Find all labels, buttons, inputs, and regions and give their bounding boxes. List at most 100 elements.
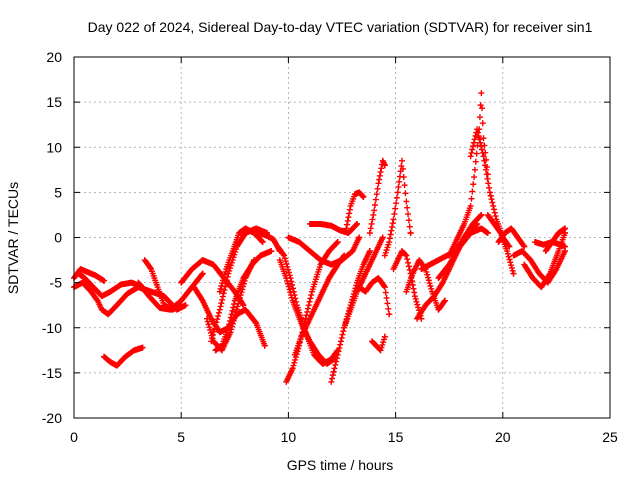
data-point <box>478 146 485 153</box>
data-point <box>282 258 289 265</box>
data-point <box>372 196 379 203</box>
data-point <box>393 200 400 207</box>
data-point <box>215 309 222 316</box>
data-point <box>356 234 363 241</box>
data-point <box>405 211 412 218</box>
data-point <box>488 196 495 203</box>
y-tick-label: 15 <box>46 94 62 110</box>
data-point <box>490 206 497 213</box>
x-tick-label: 20 <box>495 429 511 445</box>
data-point <box>280 251 287 258</box>
y-tick-labels: -20 -15 -10 -5 0 5 10 15 20 <box>42 49 62 426</box>
data-point <box>386 235 393 242</box>
data-point <box>147 264 154 271</box>
data-point <box>287 289 294 296</box>
data-point <box>387 231 394 238</box>
data-point <box>441 298 448 305</box>
data-point <box>426 280 433 287</box>
series-arc-20 <box>328 248 373 385</box>
series-arc-37 <box>521 229 568 291</box>
data-point <box>399 157 406 164</box>
data-point <box>376 172 383 179</box>
data-point <box>233 306 240 313</box>
data-point <box>210 328 217 335</box>
data-point <box>479 149 486 156</box>
data-point <box>508 264 515 271</box>
data-point <box>479 105 486 112</box>
data-point <box>486 184 493 191</box>
data-point <box>331 365 338 372</box>
data-point <box>306 298 313 305</box>
data-point <box>283 261 290 268</box>
data-point <box>214 316 221 323</box>
series-arc-3 <box>75 270 146 300</box>
data-point <box>471 166 478 173</box>
data-point <box>285 269 292 276</box>
data-point <box>367 225 374 232</box>
data-point <box>139 344 146 351</box>
series-arc-24 <box>356 275 393 318</box>
data-point <box>380 339 387 346</box>
series-arc-22 <box>343 189 367 232</box>
data-point <box>469 188 476 195</box>
data-point <box>484 229 491 236</box>
data-point <box>366 248 373 255</box>
data-point <box>221 271 228 278</box>
data-point <box>474 126 481 133</box>
data-point <box>344 217 351 224</box>
y-tick-label: -10 <box>42 320 62 336</box>
data-point <box>285 283 292 290</box>
data-point <box>425 274 432 281</box>
data-point <box>414 301 421 308</box>
data-point <box>336 345 343 352</box>
data-point <box>381 283 388 290</box>
series-arc-19 <box>306 220 361 236</box>
data-point <box>496 228 503 235</box>
data-point <box>505 242 512 249</box>
data-point <box>384 244 391 251</box>
data-point <box>508 262 515 269</box>
data-point <box>492 213 499 220</box>
data-point <box>354 220 361 227</box>
data-point <box>284 263 291 270</box>
data-point <box>211 325 218 332</box>
series-arc-25 <box>369 333 388 354</box>
data-point <box>334 351 341 358</box>
data-point <box>510 270 517 277</box>
x-tick-label: 5 <box>177 429 185 445</box>
data-point <box>470 139 477 146</box>
data-point <box>230 301 237 308</box>
data-point <box>216 306 223 313</box>
data-point <box>400 174 407 181</box>
data-point <box>489 199 496 206</box>
data-point <box>407 229 414 236</box>
series-arc-12 <box>216 225 266 295</box>
data-point <box>477 212 484 219</box>
data-point <box>390 216 397 223</box>
data-point <box>205 321 212 328</box>
data-point <box>379 341 386 348</box>
data-point <box>479 120 486 127</box>
data-point <box>478 143 485 150</box>
data-point <box>382 249 389 256</box>
data-point <box>289 365 296 372</box>
data-point <box>213 319 220 326</box>
data-point <box>381 252 388 259</box>
y-tick-label: 20 <box>46 49 62 65</box>
data-point <box>490 202 497 209</box>
data-point <box>239 286 246 293</box>
x-tick-label: 15 <box>388 429 404 445</box>
data-point <box>204 318 211 325</box>
data-point <box>284 280 291 287</box>
data-point <box>209 335 216 342</box>
y-tick-label: 10 <box>46 139 62 155</box>
data-point <box>379 234 386 241</box>
chart-title: Day 022 of 2024, Sidereal Day-to-day VTE… <box>88 19 593 35</box>
x-tick-label: 0 <box>70 429 78 445</box>
data-point <box>415 304 422 311</box>
data-point <box>474 129 481 136</box>
x-tick-label: 10 <box>281 429 297 445</box>
data-point <box>376 176 383 183</box>
data-point <box>471 174 478 181</box>
data-point <box>283 275 290 282</box>
